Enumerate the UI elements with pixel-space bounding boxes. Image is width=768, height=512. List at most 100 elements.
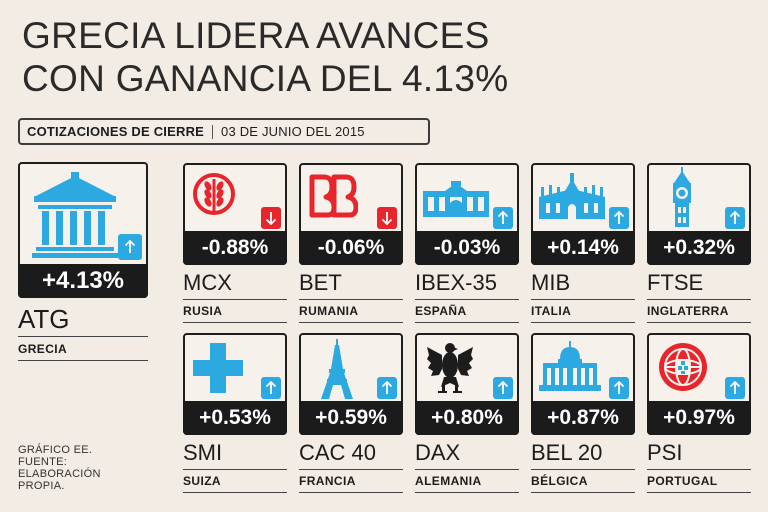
- bucharest-stock-exchange-logo-icon: [309, 174, 358, 218]
- index-code: MCX: [183, 270, 232, 295]
- greek-temple-icon: [32, 172, 118, 258]
- credit-line: FUENTE:: [18, 456, 68, 468]
- index-code: CAC 40: [299, 440, 377, 465]
- divider-line: [18, 360, 148, 361]
- change-value: -0.88%: [183, 231, 287, 265]
- divider-line: [415, 299, 519, 300]
- change-value: +0.32%: [647, 231, 751, 265]
- big-ben-icon: [673, 167, 691, 227]
- index-code: BET: [299, 270, 342, 295]
- divider-line: [415, 492, 519, 493]
- change-value: +0.53%: [183, 401, 287, 435]
- divider-line: [647, 299, 751, 300]
- divider-line: [183, 492, 287, 493]
- index-card-bet: -0.06% BET RUMANIA: [299, 163, 403, 323]
- wheat-emblem-icon: [193, 173, 235, 215]
- milan-cathedral-icon: [539, 173, 605, 219]
- index-code: PSI: [647, 440, 683, 465]
- trend-up-icon: [609, 207, 629, 229]
- trend-up-icon: [725, 377, 745, 399]
- credit-line: GRÁFICO EE.: [18, 444, 93, 456]
- trend-up-icon: [725, 207, 745, 229]
- subheader-divider: [212, 124, 214, 139]
- index-code: MIB: [531, 270, 571, 295]
- change-value: +0.87%: [531, 401, 635, 435]
- divider-line: [647, 469, 751, 470]
- swiss-cross-icon: [193, 343, 243, 393]
- divider-line: [531, 322, 635, 323]
- country-label: ALEMANIA: [415, 474, 482, 488]
- country-label: ESPAÑA: [415, 304, 467, 318]
- index-code: ATG: [18, 304, 70, 334]
- divider-line: [647, 322, 751, 323]
- change-value: -0.06%: [299, 231, 403, 265]
- divider-line: [415, 322, 519, 323]
- change-value: +0.14%: [531, 231, 635, 265]
- trend-down-icon: [377, 207, 397, 229]
- divider-line: [531, 492, 635, 493]
- index-code: SMI: [183, 440, 223, 465]
- divider-line: [299, 322, 403, 323]
- credit-line: PROPIA.: [18, 480, 65, 492]
- country-label: INGLATERRA: [647, 304, 729, 318]
- index-code: BEL 20: [531, 440, 603, 465]
- trend-up-icon: [493, 207, 513, 229]
- trend-up-icon: [377, 377, 397, 399]
- country-label: GRECIA: [18, 342, 68, 356]
- change-value: +0.97%: [647, 401, 751, 435]
- index-card-ftse: +0.32% FTSE INGLATERRA: [647, 163, 751, 323]
- trend-down-icon: [261, 207, 281, 229]
- index-card-mib: +0.14% MIB ITALIA: [531, 163, 635, 323]
- index-card-smi: +0.53% SMI SUIZA: [183, 333, 287, 493]
- country-label: SUIZA: [183, 474, 221, 488]
- divider-line: [183, 322, 287, 323]
- index-card-cac-40: +0.59% CAC 40 FRANCIA: [299, 333, 403, 493]
- change-value: -0.03%: [415, 231, 519, 265]
- divider-line: [299, 492, 403, 493]
- index-code: IBEX-35: [415, 270, 497, 295]
- headline-line-2: CON GANANCIA DEL 4.13%: [22, 58, 509, 99]
- subheader-date: 03 DE JUNIO DEL 2015: [221, 124, 365, 139]
- trend-up-icon: [118, 234, 142, 260]
- german-eagle-icon: [427, 343, 473, 393]
- headline: GRECIA LIDERA AVANCES CON GANANCIA DEL 4…: [22, 14, 508, 100]
- divider-line: [299, 299, 403, 300]
- country-label: PORTUGAL: [647, 474, 718, 488]
- change-value: +4.13%: [18, 264, 148, 298]
- trend-up-icon: [261, 377, 281, 399]
- divider-line: [647, 492, 751, 493]
- index-code: DAX: [415, 440, 461, 465]
- index-card-atg: +4.13% ATG GRECIA: [18, 162, 148, 362]
- country-label: BÉLGICA: [531, 474, 588, 488]
- change-value: +0.59%: [299, 401, 403, 435]
- headline-line-1: GRECIA LIDERA AVANCES: [22, 15, 490, 56]
- trend-up-icon: [493, 377, 513, 399]
- index-card-dax: +0.80% DAX ALEMANIA: [415, 333, 519, 493]
- index-card-bel-20: +0.87% BEL 20 BÉLGICA: [531, 333, 635, 493]
- divider-line: [299, 469, 403, 470]
- change-value: +0.80%: [415, 401, 519, 435]
- divider-line: [415, 469, 519, 470]
- divider-line: [183, 299, 287, 300]
- index-card-psi: +0.97% PSI PORTUGAL: [647, 333, 751, 493]
- puerta-de-alcala-icon: [423, 181, 489, 217]
- country-label: RUSIA: [183, 304, 223, 318]
- country-label: ITALIA: [531, 304, 572, 318]
- divider-line: [183, 469, 287, 470]
- trend-up-icon: [609, 377, 629, 399]
- divider-line: [531, 469, 635, 470]
- subheader-bar: COTIZACIONES DE CIERRE 03 DE JUNIO DEL 2…: [18, 118, 430, 145]
- palace-of-justice-icon: [539, 341, 601, 391]
- source-credit: GRÁFICO EE. FUENTE: ELABORACIÓN PROPIA.: [18, 444, 101, 492]
- index-card-mcx: -0.88% MCX RUSIA: [183, 163, 287, 323]
- subheader-label: COTIZACIONES DE CIERRE: [27, 124, 205, 139]
- index-code: FTSE: [647, 270, 704, 295]
- credit-line: ELABORACIÓN: [18, 468, 101, 480]
- index-card-ibex-35: -0.03% IBEX-35 ESPAÑA: [415, 163, 519, 323]
- divider-line: [18, 336, 148, 337]
- divider-line: [531, 299, 635, 300]
- country-label: RUMANIA: [299, 304, 359, 318]
- eiffel-tower-icon: [321, 339, 353, 399]
- armillary-sphere-icon: [659, 343, 707, 391]
- country-label: FRANCIA: [299, 474, 356, 488]
